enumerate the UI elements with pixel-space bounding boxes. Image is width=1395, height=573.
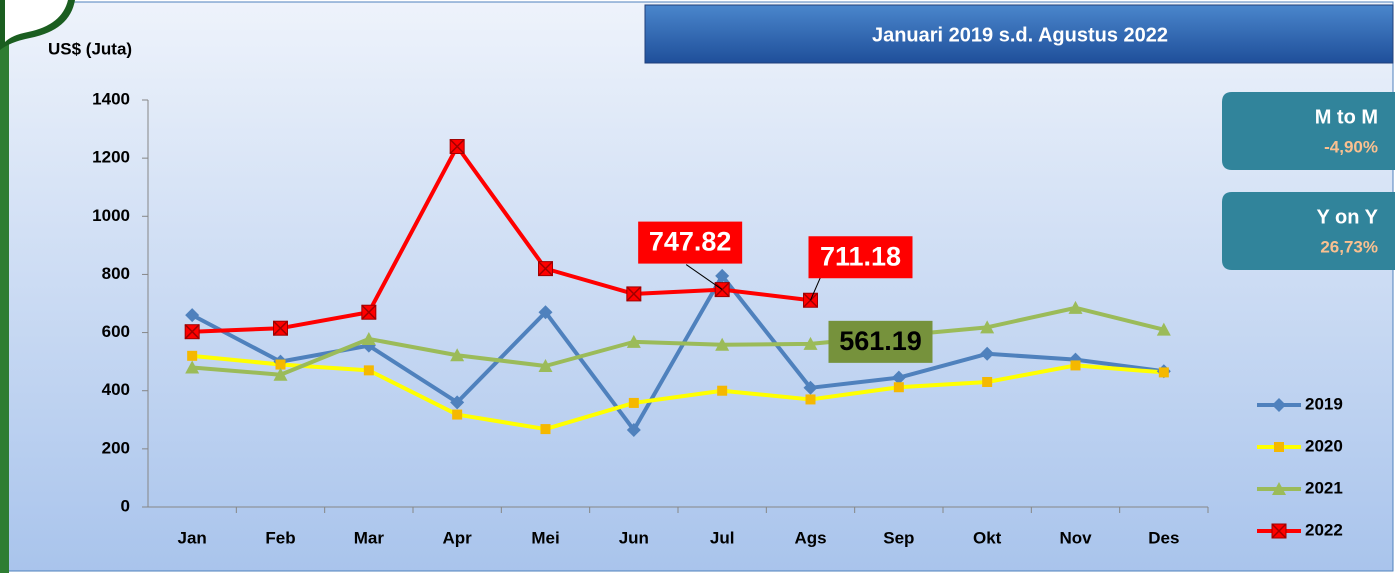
point (891, 370, 906, 385)
legend-marker (1274, 442, 1284, 452)
series-line (191, 273, 1165, 432)
point (537, 261, 554, 277)
point (893, 382, 904, 393)
panel-title: Y on Y (1316, 206, 1378, 228)
point (628, 397, 639, 408)
point (452, 409, 463, 420)
x-tick-label: Nov (1059, 528, 1092, 547)
point (715, 337, 730, 351)
marker-cross (361, 304, 377, 320)
point (538, 359, 553, 373)
legend-marker (1272, 482, 1286, 495)
x-tick-label: Sep (883, 528, 914, 547)
legend-label: 2020 (1305, 436, 1343, 455)
legend-label: 2021 (1305, 478, 1343, 497)
plot-background (7, 1, 1394, 572)
marker-cross (272, 320, 289, 336)
point (715, 268, 730, 283)
point (1158, 367, 1169, 378)
corner-ornament-inner (5, 0, 68, 42)
x-tick-label: Mei (531, 528, 559, 547)
legend-marker (1272, 398, 1286, 412)
x-tick-label: Mar (354, 528, 385, 547)
marker-cross (714, 282, 730, 298)
point (540, 424, 551, 435)
point (272, 320, 289, 336)
point (273, 367, 288, 381)
x-tick-label: Jul (710, 528, 735, 547)
y-tick-label: 0 (121, 496, 130, 515)
y-tick-label: 1400 (92, 89, 130, 108)
point (803, 336, 818, 350)
point (626, 334, 641, 348)
label-leader (685, 264, 723, 291)
series-line (191, 353, 1164, 432)
point (980, 346, 995, 361)
y-tick-label: 1000 (92, 206, 130, 225)
marker-cross (626, 286, 642, 302)
point (980, 320, 995, 334)
point (1068, 300, 1083, 314)
side-bar (0, 0, 9, 573)
panel-value: -4,90% (1324, 137, 1378, 156)
point (450, 395, 465, 410)
banner (644, 4, 1394, 64)
point (1070, 360, 1081, 371)
x-tick-label: Apr (443, 528, 473, 547)
point (275, 359, 286, 370)
y-tick-label: 200 (102, 438, 130, 457)
y-tick-label: 600 (102, 322, 130, 341)
marker-cross (802, 292, 819, 308)
point (361, 331, 376, 345)
marker-cross (449, 138, 465, 155)
legend-label: 2022 (1305, 520, 1343, 539)
marker-cross (537, 261, 554, 277)
point (626, 286, 642, 302)
point (363, 365, 374, 376)
point (449, 138, 465, 155)
point (185, 360, 200, 374)
data-label-box (638, 221, 743, 264)
data-label: 561.19 (839, 326, 922, 356)
legend-label: 2019 (1305, 394, 1343, 413)
point (184, 324, 200, 340)
label-leader (810, 277, 821, 301)
point (1156, 322, 1171, 336)
y-axis-label: US$ (Juta) (48, 39, 132, 58)
point (361, 304, 377, 320)
point (626, 422, 641, 437)
panel-box (1222, 92, 1395, 170)
point (538, 305, 553, 320)
point (982, 376, 993, 387)
y-tick-label: 800 (102, 264, 130, 283)
x-tick-label: Okt (973, 528, 1002, 547)
x-tick-label: Ags (794, 528, 826, 547)
panel-box (1222, 192, 1395, 270)
y-tick-label: 400 (102, 380, 130, 399)
x-tick-label: Jan (178, 528, 207, 547)
data-label: 711.18 (820, 241, 901, 271)
point (803, 380, 818, 395)
data-label: 747.82 (649, 227, 732, 257)
legend-marker (1271, 523, 1287, 539)
panel-title: M to M (1315, 106, 1378, 128)
point (450, 348, 465, 362)
panel-value: 26,73% (1320, 237, 1378, 256)
x-tick-label: Jun (619, 528, 649, 547)
x-tick-label: Feb (265, 528, 295, 547)
x-tick-label: Des (1148, 528, 1179, 547)
marker-cross (1271, 523, 1287, 539)
data-label-box (828, 320, 933, 363)
y-tick-label: 1200 (92, 148, 130, 167)
point (187, 350, 198, 361)
subtitle: Januari 2019 s.d. Agustus 2022 (872, 24, 1168, 46)
point (717, 385, 728, 396)
series-line (192, 144, 811, 334)
marker-cross (184, 324, 200, 340)
point (185, 308, 200, 323)
data-label-box (808, 236, 913, 279)
series-line (192, 305, 1165, 377)
point (805, 394, 816, 405)
